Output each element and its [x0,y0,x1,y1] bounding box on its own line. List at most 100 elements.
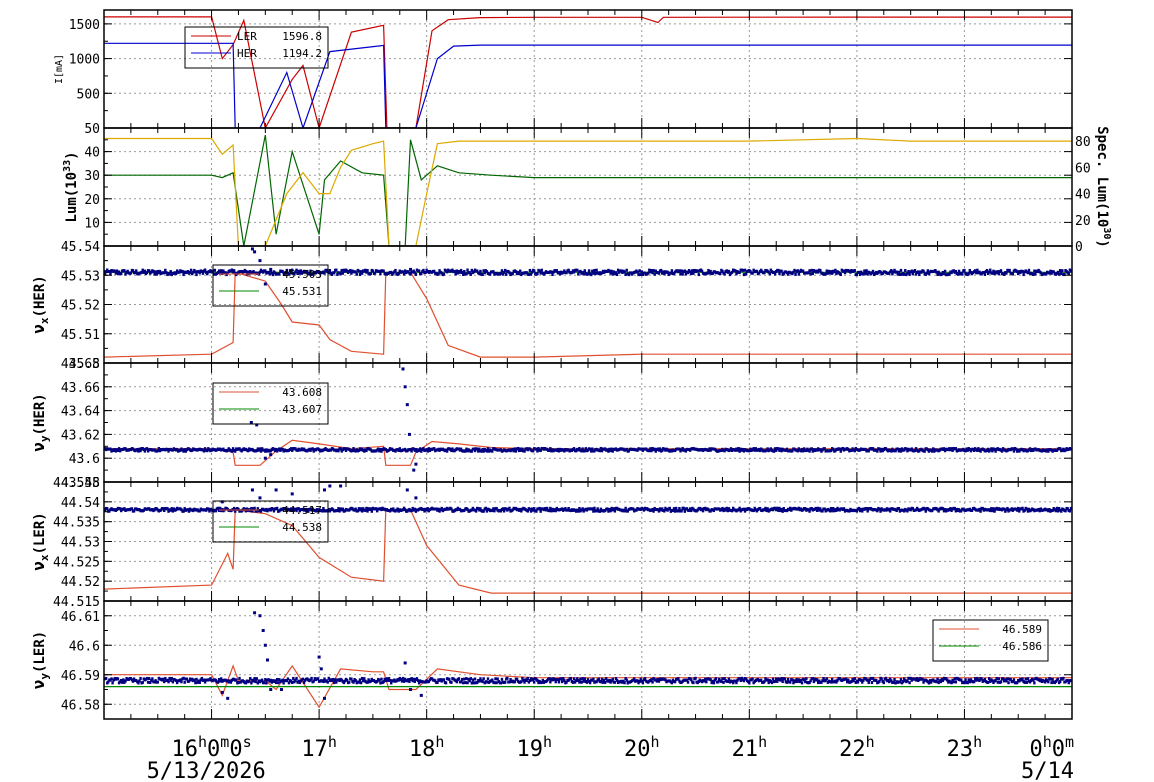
data-point [735,681,738,685]
data-point [976,448,979,452]
data-point [265,658,269,662]
data-point [463,270,466,274]
data-point [432,269,436,273]
data-point [763,680,766,684]
data-point [726,679,730,683]
data-point [457,677,461,681]
data-point [413,271,417,275]
data-point [1039,271,1043,275]
data-point [709,678,712,682]
data-point [523,449,526,453]
data-point [501,272,505,276]
data-point [867,681,870,685]
data-point [674,506,678,510]
data-point [396,507,399,511]
data-point [273,679,277,683]
data-point [701,509,705,513]
data-point [658,447,662,451]
data-point [356,509,360,513]
data-point [879,509,882,513]
data-point [847,678,850,682]
data-point [795,677,798,681]
data-point [567,506,570,510]
y-right-tick-label: 80 [1075,135,1091,150]
data-point [1006,506,1009,510]
data-point [264,678,267,682]
data-point [1001,677,1005,681]
data-point [685,507,689,511]
data-point [692,271,695,275]
data-point [780,449,783,453]
data-point [201,271,205,275]
grid [104,10,1072,128]
data-point [623,681,626,685]
data-point [861,680,864,684]
data-point [141,268,144,272]
data-point [292,676,295,680]
data-point [718,677,721,681]
data-point [684,449,688,453]
data-point [1050,681,1053,685]
data-point [906,679,909,683]
data-point [326,680,329,684]
data-point [410,509,413,513]
data-point [207,507,210,511]
data-point [714,677,718,681]
data-point [584,447,588,451]
data-point [169,508,172,512]
data-point [1026,271,1030,275]
data-point [147,269,151,273]
data-point [319,667,323,671]
data-point [862,272,865,276]
data-point [295,268,298,272]
data-point [773,447,777,451]
data-point [823,507,826,511]
data-point [582,272,585,276]
data-point [773,679,777,683]
data-point [145,447,149,451]
data-point [405,403,409,407]
data-point [464,681,467,685]
data-point [470,508,474,512]
y-axis-label: Lum(1033) [62,151,80,222]
data-point [250,247,254,251]
data-point [165,271,168,275]
data-point [471,506,475,510]
data-point [754,447,757,451]
data-point [529,272,533,276]
data-point [403,508,407,512]
data-point [899,449,903,453]
data-point [342,681,346,685]
data-point [827,269,831,273]
data-point [690,272,693,276]
data-point [870,681,874,685]
data-point [1018,679,1021,683]
data-point [679,272,682,276]
data-point [274,488,278,492]
data-point [673,680,677,684]
data-point [414,496,418,500]
data-point [369,272,372,276]
data-point [578,446,581,450]
data-point [853,449,856,453]
data-point [520,680,523,684]
data-point [1006,677,1009,681]
data-point [268,272,271,276]
data-point [876,449,879,453]
tune-points [104,484,1072,513]
data-point [1015,508,1019,512]
y-axis-label: νy(HER) [29,393,51,451]
data-point [654,449,657,453]
data-point [787,508,791,512]
data-point [688,270,692,274]
data-point [925,271,928,275]
data-point [218,271,222,275]
data-point [130,507,134,511]
data-point [249,676,252,680]
data-point [720,680,723,684]
data-point [169,270,172,274]
data-point [244,681,248,685]
data-point [657,679,661,683]
data-point [495,506,498,510]
data-point [1068,509,1072,513]
